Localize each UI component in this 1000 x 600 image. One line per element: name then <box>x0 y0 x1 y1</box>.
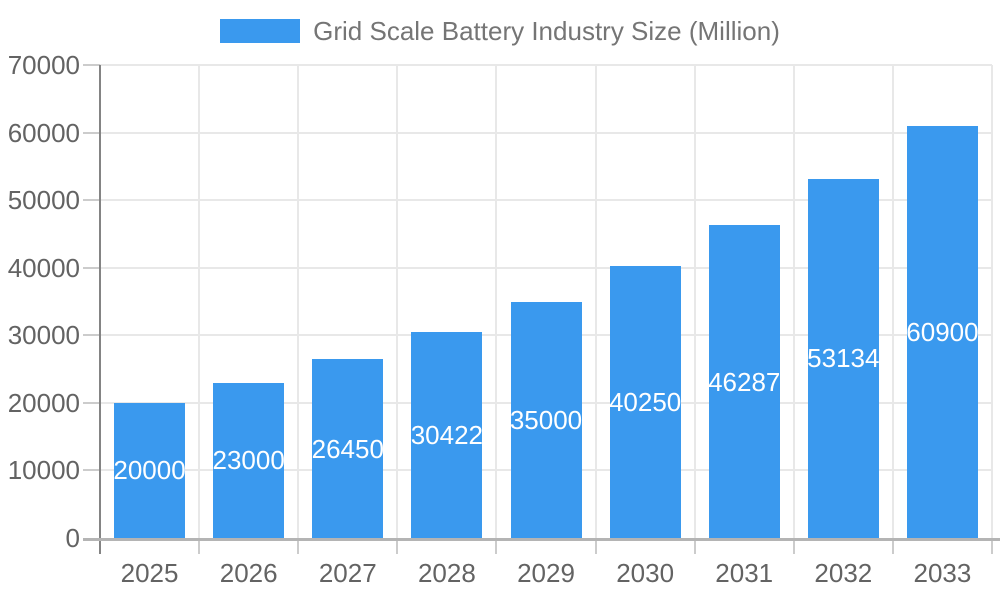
legend-series-label: Grid Scale Battery Industry Size (Millio… <box>313 16 780 46</box>
x-axis-tick <box>495 541 498 554</box>
v-gridline <box>792 65 795 538</box>
bar-value-label: 23000 <box>212 445 285 476</box>
bar-value-label: 60900 <box>906 317 979 348</box>
legend-swatch <box>220 19 301 43</box>
x-axis-tick-label: 2025 <box>120 558 179 588</box>
v-gridline <box>991 65 993 538</box>
v-gridline <box>891 65 894 538</box>
y-axis-tick <box>83 469 100 472</box>
x-axis-tick <box>297 541 300 554</box>
y-axis-tick-label: 10000 <box>7 455 80 486</box>
x-axis-tick-label: 2030 <box>616 558 675 588</box>
x-axis-tick <box>594 541 597 554</box>
h-gridline <box>100 64 992 66</box>
bar-value-label: 20000 <box>113 455 186 486</box>
y-axis-tick-label: 60000 <box>7 117 80 148</box>
h-gridline <box>100 266 992 269</box>
bar-value-label: 40250 <box>608 387 682 417</box>
x-axis-tick-label: 2033 <box>913 558 972 588</box>
bar-2032[interactable] <box>807 178 879 538</box>
h-gridline <box>100 131 992 134</box>
bar-value-label: 30422 <box>410 420 484 451</box>
bar-2030[interactable] <box>609 266 681 538</box>
bar-value-label: 46287 <box>708 366 781 397</box>
v-gridline <box>297 65 300 538</box>
x-axis-tick-label: 2026 <box>219 558 278 588</box>
y-axis-tick-label: 40000 <box>7 252 80 283</box>
y-axis-tick-label: 70000 <box>7 50 80 80</box>
x-axis-tick-label: 2027 <box>318 558 377 588</box>
x-axis-tick-label: 2028 <box>417 558 476 588</box>
v-gridline <box>594 65 597 538</box>
bar-value-label: 26450 <box>311 433 384 464</box>
bar-2026[interactable] <box>213 382 285 538</box>
chart-legend[interactable]: Grid Scale Battery Industry Size (Millio… <box>0 16 1000 46</box>
y-axis-tick-label: 0 <box>65 523 80 553</box>
bar-value-label: 53134 <box>807 343 880 374</box>
bar-2028[interactable] <box>411 332 483 538</box>
x-axis-tick <box>198 541 201 554</box>
y-axis-tick <box>83 199 100 202</box>
x-axis-tick-label: 2031 <box>715 558 774 588</box>
y-axis-tick-label: 30000 <box>7 320 80 351</box>
y-axis-tick <box>83 64 100 66</box>
bar-2031[interactable] <box>708 225 780 538</box>
y-axis-tick-label: 50000 <box>7 185 80 216</box>
x-axis-tick <box>792 541 795 554</box>
y-axis-tick <box>83 334 100 337</box>
v-gridline <box>396 65 399 538</box>
bar-2033[interactable] <box>906 126 978 538</box>
bar-value-label: 35000 <box>509 404 583 435</box>
v-gridline <box>495 65 498 538</box>
y-axis-tick <box>83 131 100 134</box>
x-axis-tick <box>891 541 894 554</box>
x-axis-tick <box>693 541 696 554</box>
bar-2027[interactable] <box>312 359 384 538</box>
y-axis-tick <box>83 266 100 269</box>
v-gridline <box>198 65 201 538</box>
h-gridline <box>100 199 992 202</box>
x-axis-tick-label: 2029 <box>517 558 575 588</box>
v-gridline <box>693 65 696 538</box>
x-axis-tick <box>396 541 399 554</box>
y-axis-line <box>99 65 101 554</box>
bar-2025[interactable] <box>114 402 186 538</box>
y-axis-tick <box>83 401 100 404</box>
bar-2029[interactable] <box>510 301 582 538</box>
x-axis-tick <box>991 541 993 554</box>
y-axis-tick-label: 20000 <box>7 387 80 418</box>
x-axis-tick-label: 2032 <box>814 558 873 588</box>
x-axis-baseline <box>83 538 1000 541</box>
